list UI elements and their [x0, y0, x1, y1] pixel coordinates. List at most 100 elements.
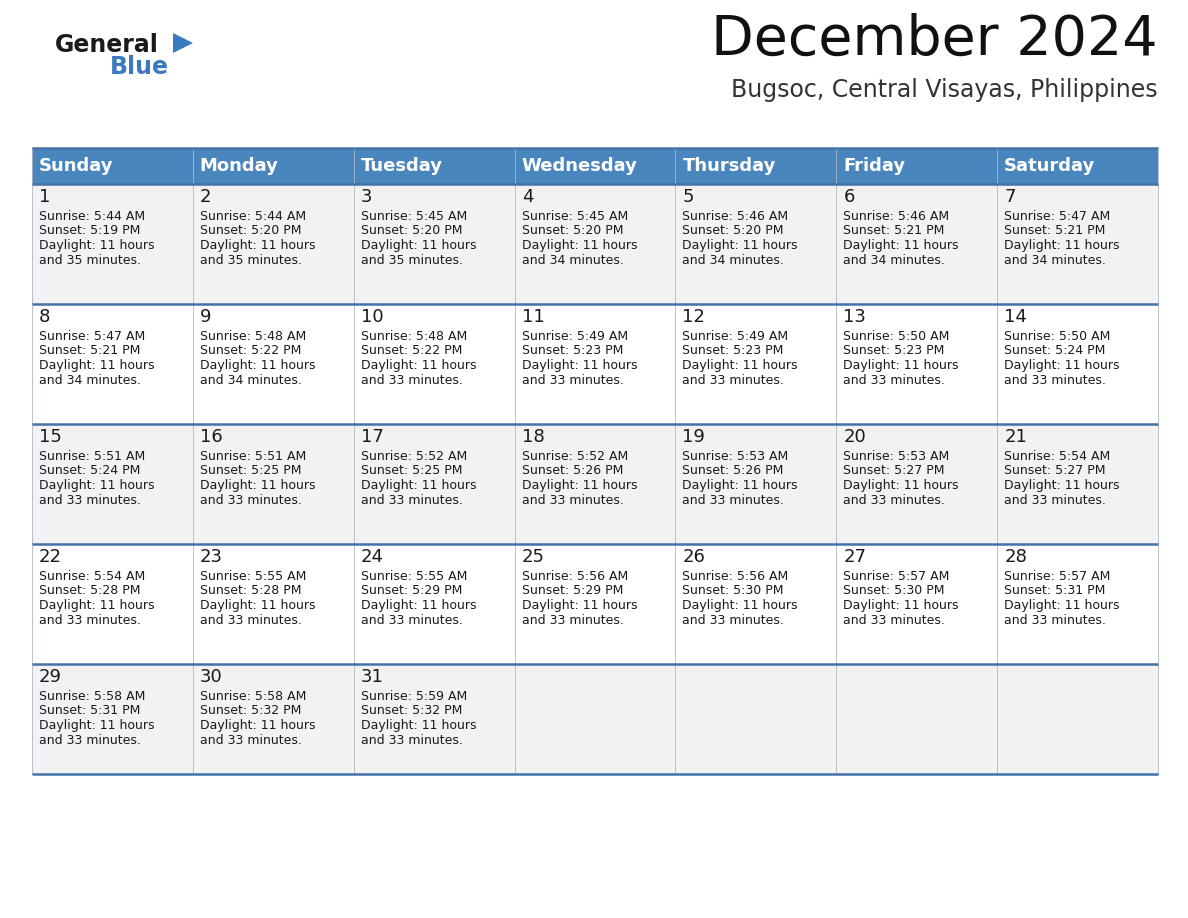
Text: Daylight: 11 hours: Daylight: 11 hours: [200, 360, 315, 373]
Text: Sunrise: 5:46 AM: Sunrise: 5:46 AM: [843, 209, 949, 222]
Text: 24: 24: [361, 548, 384, 566]
Text: and 33 minutes.: and 33 minutes.: [361, 495, 462, 508]
Text: Sunrise: 5:47 AM: Sunrise: 5:47 AM: [1004, 209, 1111, 222]
Text: Sunset: 5:20 PM: Sunset: 5:20 PM: [522, 225, 623, 238]
Text: Sunrise: 5:50 AM: Sunrise: 5:50 AM: [1004, 330, 1111, 342]
Text: and 34 minutes.: and 34 minutes.: [843, 254, 946, 267]
Text: 2: 2: [200, 188, 211, 206]
Text: Sunset: 5:23 PM: Sunset: 5:23 PM: [682, 344, 784, 357]
Text: and 33 minutes.: and 33 minutes.: [361, 375, 462, 387]
Text: Sunrise: 5:52 AM: Sunrise: 5:52 AM: [361, 450, 467, 463]
Text: 21: 21: [1004, 428, 1026, 446]
Text: Daylight: 11 hours: Daylight: 11 hours: [39, 720, 154, 733]
Text: Sunset: 5:28 PM: Sunset: 5:28 PM: [39, 585, 140, 598]
Text: Sunset: 5:28 PM: Sunset: 5:28 PM: [200, 585, 302, 598]
Text: Sunset: 5:30 PM: Sunset: 5:30 PM: [843, 585, 944, 598]
Text: Sunset: 5:24 PM: Sunset: 5:24 PM: [1004, 344, 1106, 357]
Text: Sunrise: 5:51 AM: Sunrise: 5:51 AM: [39, 450, 145, 463]
Text: Daylight: 11 hours: Daylight: 11 hours: [522, 599, 637, 612]
Text: Sunset: 5:25 PM: Sunset: 5:25 PM: [361, 465, 462, 477]
Bar: [32, 304, 1158, 424]
Text: Daylight: 11 hours: Daylight: 11 hours: [1004, 599, 1119, 612]
Text: Sunrise: 5:49 AM: Sunrise: 5:49 AM: [682, 330, 789, 342]
Text: 7: 7: [1004, 188, 1016, 206]
Text: Sunrise: 5:50 AM: Sunrise: 5:50 AM: [843, 330, 949, 342]
Text: 11: 11: [522, 308, 544, 326]
Text: Sunrise: 5:53 AM: Sunrise: 5:53 AM: [843, 450, 949, 463]
Bar: [997, 148, 1158, 184]
Bar: [32, 184, 1158, 304]
Text: Daylight: 11 hours: Daylight: 11 hours: [843, 479, 959, 492]
Text: Sunset: 5:20 PM: Sunset: 5:20 PM: [361, 225, 462, 238]
Text: 9: 9: [200, 308, 211, 326]
Text: Saturday: Saturday: [1004, 157, 1095, 175]
Text: General: General: [55, 33, 159, 57]
Text: Daylight: 11 hours: Daylight: 11 hours: [1004, 479, 1119, 492]
Text: and 35 minutes.: and 35 minutes.: [361, 254, 462, 267]
Text: Daylight: 11 hours: Daylight: 11 hours: [361, 479, 476, 492]
Text: 13: 13: [843, 308, 866, 326]
Text: Daylight: 11 hours: Daylight: 11 hours: [843, 599, 959, 612]
Text: and 34 minutes.: and 34 minutes.: [682, 254, 784, 267]
Bar: [32, 664, 1158, 774]
Text: Daylight: 11 hours: Daylight: 11 hours: [200, 720, 315, 733]
Text: Daylight: 11 hours: Daylight: 11 hours: [843, 360, 959, 373]
Text: Sunrise: 5:49 AM: Sunrise: 5:49 AM: [522, 330, 627, 342]
Text: 18: 18: [522, 428, 544, 446]
Text: Daylight: 11 hours: Daylight: 11 hours: [682, 360, 798, 373]
Text: Sunset: 5:32 PM: Sunset: 5:32 PM: [200, 704, 302, 718]
Text: Sunset: 5:27 PM: Sunset: 5:27 PM: [1004, 465, 1106, 477]
Text: Sunday: Sunday: [39, 157, 114, 175]
Text: Sunrise: 5:53 AM: Sunrise: 5:53 AM: [682, 450, 789, 463]
Text: Sunset: 5:27 PM: Sunset: 5:27 PM: [843, 465, 944, 477]
Text: 27: 27: [843, 548, 866, 566]
Text: Sunrise: 5:51 AM: Sunrise: 5:51 AM: [200, 450, 307, 463]
Text: Daylight: 11 hours: Daylight: 11 hours: [522, 479, 637, 492]
Text: 20: 20: [843, 428, 866, 446]
Text: 29: 29: [39, 668, 62, 686]
Bar: [836, 148, 997, 184]
Text: Sunset: 5:24 PM: Sunset: 5:24 PM: [39, 465, 140, 477]
Text: 8: 8: [39, 308, 50, 326]
Text: Sunset: 5:31 PM: Sunset: 5:31 PM: [39, 704, 140, 718]
Text: Sunset: 5:29 PM: Sunset: 5:29 PM: [522, 585, 623, 598]
Text: and 34 minutes.: and 34 minutes.: [39, 375, 141, 387]
Text: Sunrise: 5:54 AM: Sunrise: 5:54 AM: [1004, 450, 1111, 463]
Text: Daylight: 11 hours: Daylight: 11 hours: [843, 240, 959, 252]
Text: 31: 31: [361, 668, 384, 686]
Text: Sunset: 5:25 PM: Sunset: 5:25 PM: [200, 465, 302, 477]
Text: Daylight: 11 hours: Daylight: 11 hours: [361, 599, 476, 612]
Text: Sunset: 5:31 PM: Sunset: 5:31 PM: [1004, 585, 1106, 598]
Bar: [32, 544, 1158, 664]
Text: and 34 minutes.: and 34 minutes.: [522, 254, 624, 267]
Text: and 33 minutes.: and 33 minutes.: [522, 375, 624, 387]
Bar: [676, 148, 836, 184]
Text: Sunrise: 5:52 AM: Sunrise: 5:52 AM: [522, 450, 627, 463]
Text: 3: 3: [361, 188, 372, 206]
Polygon shape: [173, 33, 192, 53]
Text: Sunrise: 5:44 AM: Sunrise: 5:44 AM: [39, 209, 145, 222]
Text: Sunrise: 5:46 AM: Sunrise: 5:46 AM: [682, 209, 789, 222]
Text: Daylight: 11 hours: Daylight: 11 hours: [361, 720, 476, 733]
Text: and 33 minutes.: and 33 minutes.: [1004, 614, 1106, 628]
Text: 12: 12: [682, 308, 706, 326]
Text: 5: 5: [682, 188, 694, 206]
Text: and 33 minutes.: and 33 minutes.: [1004, 495, 1106, 508]
Text: and 33 minutes.: and 33 minutes.: [682, 495, 784, 508]
Text: Daylight: 11 hours: Daylight: 11 hours: [682, 479, 798, 492]
Bar: [514, 148, 676, 184]
Bar: [32, 424, 1158, 544]
Text: Wednesday: Wednesday: [522, 157, 638, 175]
Text: Sunrise: 5:58 AM: Sunrise: 5:58 AM: [39, 689, 145, 702]
Text: and 33 minutes.: and 33 minutes.: [843, 495, 946, 508]
Text: Sunset: 5:21 PM: Sunset: 5:21 PM: [1004, 225, 1106, 238]
Text: Daylight: 11 hours: Daylight: 11 hours: [39, 599, 154, 612]
Text: Thursday: Thursday: [682, 157, 776, 175]
Text: Sunrise: 5:57 AM: Sunrise: 5:57 AM: [843, 569, 949, 583]
Text: Sunset: 5:23 PM: Sunset: 5:23 PM: [843, 344, 944, 357]
Text: Sunset: 5:30 PM: Sunset: 5:30 PM: [682, 585, 784, 598]
Text: and 33 minutes.: and 33 minutes.: [361, 734, 462, 747]
Text: Sunset: 5:22 PM: Sunset: 5:22 PM: [361, 344, 462, 357]
Text: Sunrise: 5:55 AM: Sunrise: 5:55 AM: [361, 569, 467, 583]
Text: Daylight: 11 hours: Daylight: 11 hours: [361, 360, 476, 373]
